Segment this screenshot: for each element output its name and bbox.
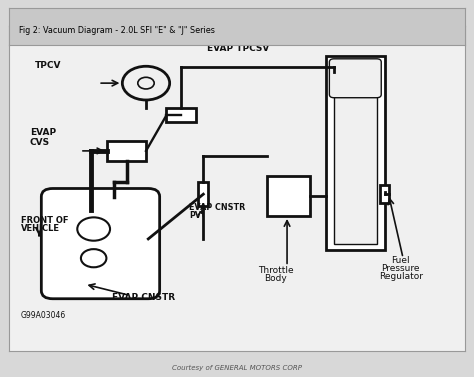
- Text: EVAP: EVAP: [30, 128, 56, 137]
- Bar: [266, 176, 310, 216]
- FancyBboxPatch shape: [41, 188, 160, 299]
- Bar: [334, 61, 377, 244]
- Bar: [326, 55, 385, 250]
- Bar: [107, 141, 146, 161]
- Text: Regulator: Regulator: [379, 272, 423, 281]
- Text: TPCV: TPCV: [35, 61, 61, 70]
- Text: VEHICLE: VEHICLE: [21, 224, 60, 233]
- Text: EVAP CNSTR: EVAP CNSTR: [112, 293, 175, 302]
- Text: Fuel: Fuel: [392, 256, 410, 265]
- Bar: [166, 109, 196, 122]
- Text: Courtesy of GENERAL MOTORS CORP: Courtesy of GENERAL MOTORS CORP: [172, 365, 302, 371]
- Text: EVAP CNSTR: EVAP CNSTR: [189, 202, 246, 211]
- Text: EVAP TPCSV: EVAP TPCSV: [208, 44, 270, 53]
- Text: Fig 2: Vacuum Diagram - 2.0L SFI "E" & "J" Series: Fig 2: Vacuum Diagram - 2.0L SFI "E" & "…: [18, 26, 214, 35]
- Text: CVS: CVS: [30, 138, 50, 147]
- Text: Throttle: Throttle: [258, 266, 293, 275]
- Text: G99A03046: G99A03046: [21, 311, 66, 320]
- Bar: [380, 185, 389, 203]
- Text: FRONT OF: FRONT OF: [21, 216, 68, 225]
- Text: PV: PV: [189, 211, 201, 220]
- Text: Pressure: Pressure: [382, 264, 420, 273]
- Text: Body: Body: [264, 274, 287, 283]
- FancyBboxPatch shape: [329, 59, 381, 98]
- Bar: [198, 182, 209, 206]
